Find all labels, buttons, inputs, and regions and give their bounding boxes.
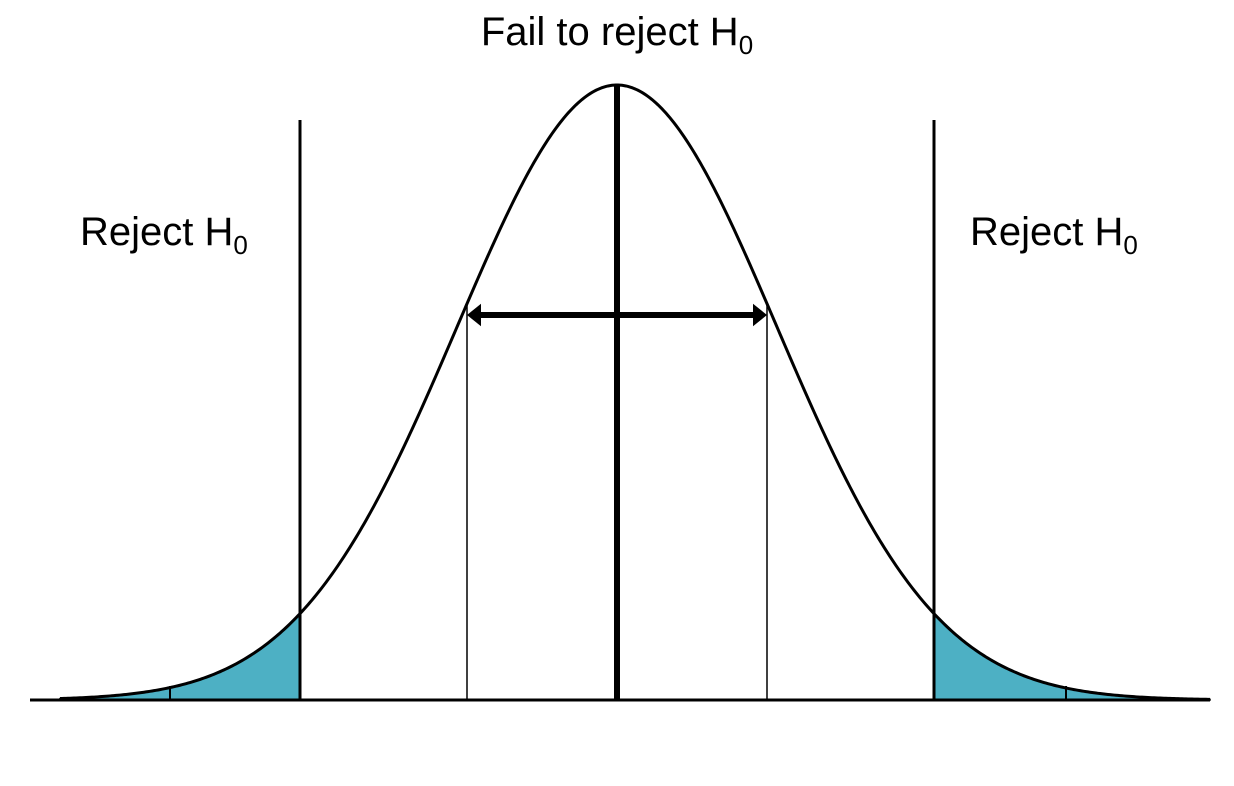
rejection-region-right (934, 614, 1210, 700)
bell-curve (60, 85, 1210, 699)
reject-left-label: Reject H0 (80, 210, 248, 255)
rejection-region-left (60, 614, 300, 700)
double-arrow-head-left (467, 304, 481, 326)
title-text: Fail to reject H (481, 10, 739, 54)
title-label: Fail to reject H0 (481, 10, 753, 55)
reject-right-label: Reject H0 (970, 210, 1138, 255)
reject-left-sub: 0 (233, 230, 247, 260)
hypothesis-test-diagram: Fail to reject H0 Reject H0 Reject H0 (0, 0, 1234, 786)
reject-right-text: Reject H (970, 210, 1123, 254)
plot-svg (0, 0, 1234, 786)
reject-right-sub: 0 (1123, 230, 1137, 260)
title-sub: 0 (739, 30, 753, 60)
reject-left-text: Reject H (80, 210, 233, 254)
double-arrow-head-right (753, 304, 767, 326)
